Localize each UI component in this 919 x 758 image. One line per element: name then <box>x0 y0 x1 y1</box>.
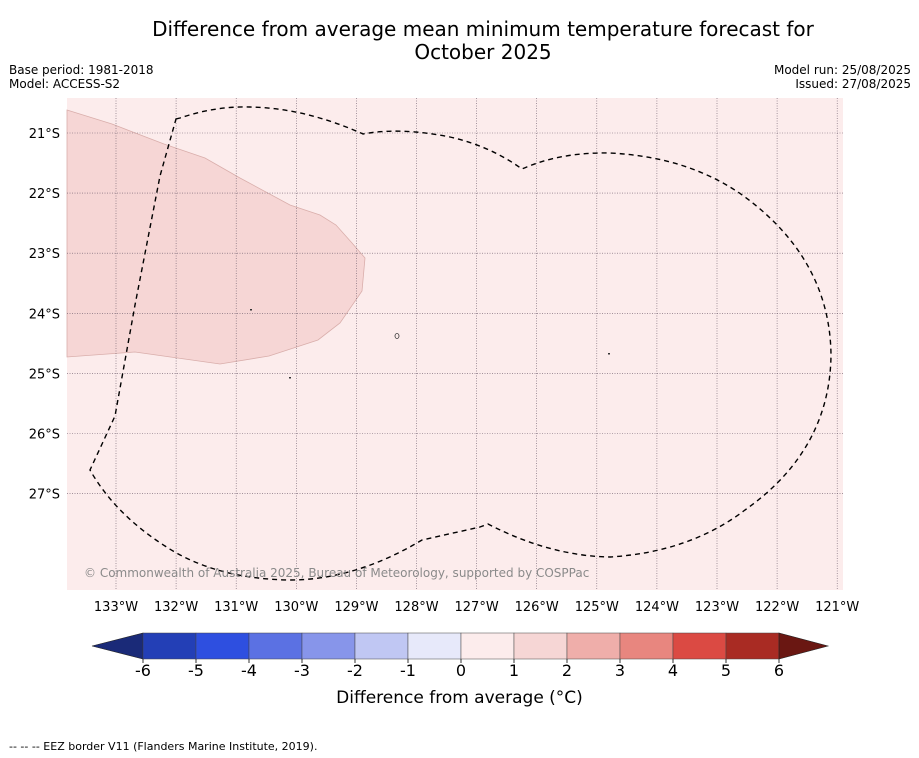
longitude-tick-label: 126°W <box>515 600 559 615</box>
colorbar-tick-label: -6 <box>135 661 151 680</box>
colorbar-tick-label: -4 <box>241 661 257 680</box>
colorbar-segment <box>248 632 303 660</box>
latitude-tick-labels: 21°S 22°S 23°S 24°S 25°S 26°S 27°S <box>29 127 60 503</box>
colorbar-segment <box>513 632 568 660</box>
colorbar-segment <box>195 632 250 660</box>
islet-marker <box>608 353 610 355</box>
colorbar-segment <box>407 632 462 660</box>
longitude-tick-label: 131°W <box>214 600 258 615</box>
latitude-tick-label: 25°S <box>29 367 60 382</box>
colorbar-tick-label: 4 <box>668 661 678 680</box>
colorbar-segment <box>301 632 356 660</box>
islet-marker <box>289 377 291 379</box>
longitude-tick-label: 121°W <box>815 600 859 615</box>
colorbar-tick-label: 5 <box>721 661 731 680</box>
footnote: -- -- -- EEZ border V11 (Flanders Marine… <box>9 740 318 753</box>
chart-title: Difference from average mean minimum tem… <box>0 18 919 64</box>
longitude-tick-label: 125°W <box>575 600 619 615</box>
islet-marker <box>394 333 400 339</box>
title-line-1: Difference from average mean minimum tem… <box>152 17 814 41</box>
copyright-text: © Commonwealth of Australia 2025, Bureau… <box>84 566 589 580</box>
colorbar-tick-label: -5 <box>188 661 204 680</box>
colorbar: -6 -5 -4 -3 -2 -1 0 1 2 3 4 5 6 <box>91 632 830 680</box>
colorbar-tick-label: 2 <box>562 661 572 680</box>
base-period-text: Base period: 1981-2018 <box>9 63 154 77</box>
latitude-tick-label: 27°S <box>29 488 60 503</box>
longitude-tick-labels: 133°W 132°W 131°W 130°W 129°W 128°W 127°W 126°W… <box>94 600 860 615</box>
colorbar-tick-label: 3 <box>615 661 625 680</box>
colorbar-tick-label: 1 <box>509 661 519 680</box>
latitude-tick-label: 22°S <box>29 187 60 202</box>
colorbar-tick-label: -3 <box>294 661 310 680</box>
longitude-tick-label: 129°W <box>334 600 378 615</box>
colorbar-tick-label: -1 <box>400 661 416 680</box>
colorbar-under-arrow <box>91 632 144 660</box>
longitude-tick-label: 132°W <box>154 600 198 615</box>
latitude-tick-label: 24°S <box>29 307 60 322</box>
islet-marker <box>250 309 252 311</box>
colorbar-segment <box>619 632 674 660</box>
colorbar-segment <box>142 632 197 660</box>
latitude-tick-label: 21°S <box>29 127 60 142</box>
longitude-tick-label: 123°W <box>695 600 739 615</box>
meta-left: Base period: 1981-2018 Model: ACCESS-S2 <box>9 63 154 91</box>
colorbar-segment <box>566 632 621 660</box>
latitude-tick-label: 23°S <box>29 247 60 262</box>
colorbar-over-arrow <box>778 632 830 660</box>
model-text: Model: ACCESS-S2 <box>9 77 121 91</box>
colorbar-segment <box>460 632 515 660</box>
longitude-tick-label: 128°W <box>394 600 438 615</box>
colorbar-tick-label: 6 <box>774 661 784 680</box>
issued-text: Issued: 27/08/2025 <box>795 77 911 91</box>
longitude-tick-label: 127°W <box>455 600 499 615</box>
colorbar-segment <box>725 632 780 660</box>
title-line-2: October 2025 <box>414 40 552 64</box>
longitude-tick-label: 124°W <box>635 600 679 615</box>
colorbar-segment <box>354 632 409 660</box>
latitude-tick-label: 26°S <box>29 428 60 443</box>
eez-border <box>89 106 832 581</box>
longitude-tick-label: 133°W <box>94 600 138 615</box>
colorbar-segment <box>672 632 727 660</box>
gridlines <box>67 98 843 590</box>
longitude-tick-label: 130°W <box>274 600 318 615</box>
colorbar-tick-label: -2 <box>347 661 363 680</box>
model-run-text: Model run: 25/08/2025 <box>773 63 911 77</box>
meta-right: Model run: 25/08/2025 Issued: 27/08/2025 <box>774 63 911 91</box>
colorbar-label: Difference from average (°C) <box>336 688 583 708</box>
anomaly-region-1-to-2 <box>66 109 366 365</box>
longitude-tick-label: 122°W <box>755 600 799 615</box>
colorbar-tick-label: 0 <box>456 661 466 680</box>
